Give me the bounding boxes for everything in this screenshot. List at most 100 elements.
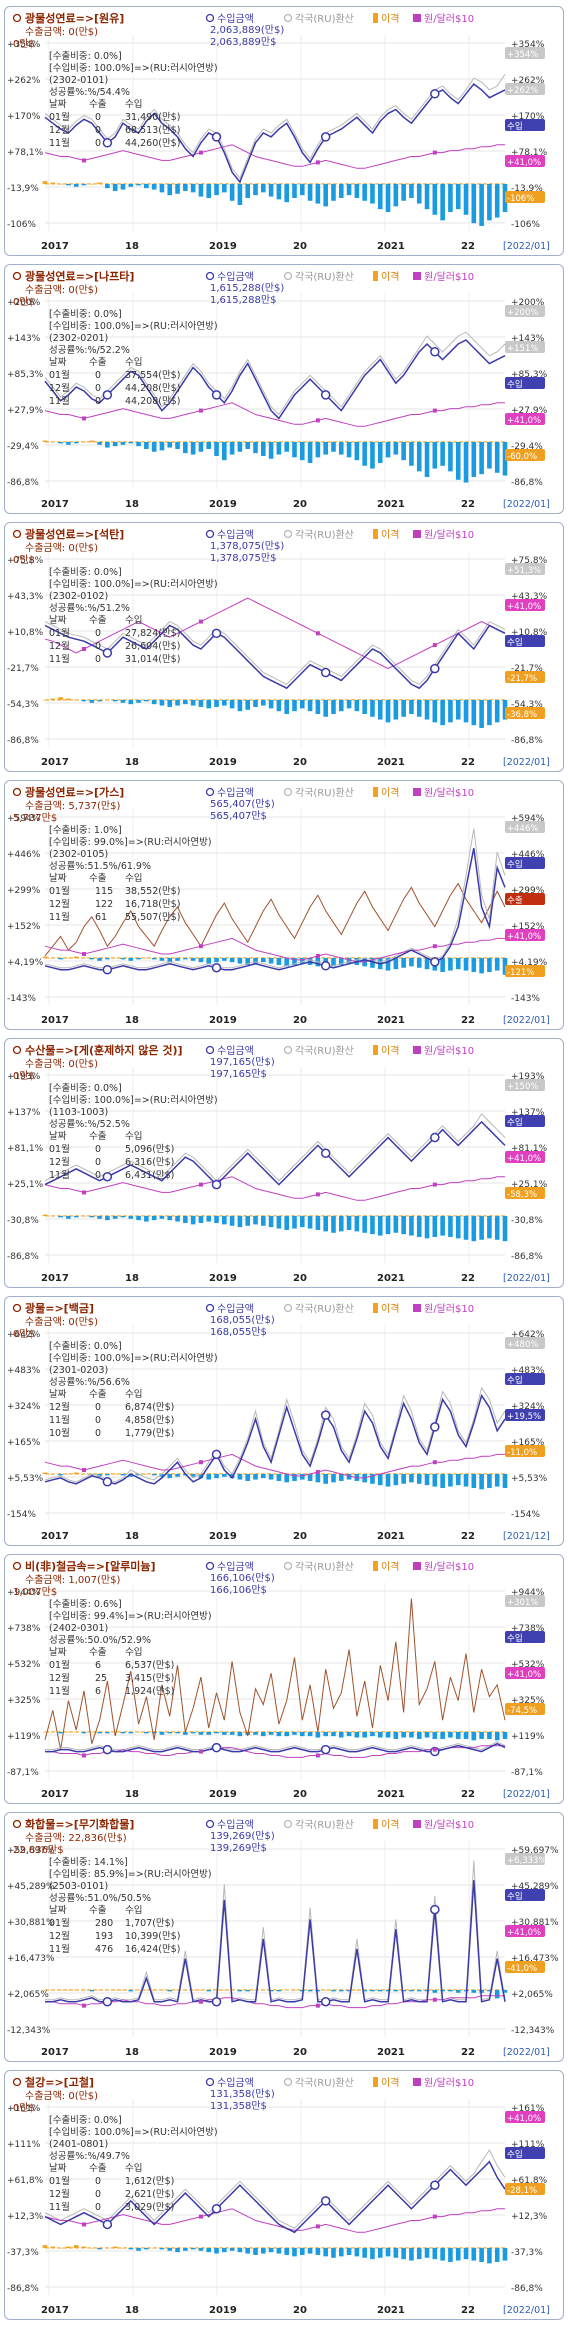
diff-bar	[362, 1731, 367, 1738]
diff-bar	[73, 441, 79, 444]
title-bullet-icon	[12, 1045, 22, 1055]
diff-bar	[401, 1473, 406, 1484]
diff-bar	[440, 957, 445, 972]
fx-line	[44, 144, 505, 169]
diff-bar	[268, 183, 274, 197]
value-badge	[505, 635, 545, 647]
table-header-cell: 수출	[89, 1131, 107, 1142]
diff-bar	[455, 1215, 461, 1239]
diff-bar	[183, 1731, 188, 1735]
fx-marker	[432, 1460, 437, 1465]
diff-bar	[214, 183, 219, 196]
value-badge	[505, 341, 545, 353]
diff-bar	[58, 1989, 63, 1991]
diff-bar	[440, 1731, 445, 1739]
value-badge	[505, 1889, 545, 1901]
diff-bar	[66, 1473, 71, 1475]
y-tick-label-left: +45,289%	[7, 1882, 55, 1892]
value-badge-label: 수입	[507, 1376, 523, 1386]
diff-bar	[502, 1731, 508, 1739]
diff-bar	[276, 699, 282, 712]
fx-line	[44, 597, 506, 670]
diff-bar	[385, 1215, 391, 1235]
diff-bar	[253, 1215, 258, 1225]
y-tick-label-right: +137%	[511, 1108, 545, 1118]
legend-ru-label: 각국(RU)환산	[295, 2077, 354, 2089]
table-cell: 0	[95, 1415, 101, 1426]
diff-bar	[377, 1473, 383, 1486]
info-line: [수입비중: 100.0%]=>(RU:러시아연방)	[49, 320, 218, 332]
diff-bar	[315, 1731, 321, 1738]
value-badge-label: +151%	[507, 344, 538, 354]
diff-bar	[245, 1473, 251, 1481]
export-value-short: 0만$	[13, 38, 35, 50]
legend-fx-label: 원/달러$10	[424, 1819, 474, 1831]
x-tick-label: 2017	[41, 1273, 69, 1284]
diff-bar	[58, 957, 63, 960]
diff-bar	[385, 1989, 391, 1992]
diff-bar	[346, 699, 352, 709]
value-badge	[505, 413, 545, 425]
diff-bar	[206, 2247, 212, 2253]
value-badge-label: -74,5%	[507, 1706, 537, 1716]
diff-bar	[370, 183, 375, 204]
fx-marker	[198, 619, 203, 624]
table-cell: 0	[95, 1428, 101, 1439]
value-badge-label: +354%	[507, 50, 538, 60]
diff-bar	[494, 2247, 500, 2262]
fx-marker	[432, 1182, 437, 1187]
y-tick-label-right: +944%	[511, 1588, 545, 1598]
diff-bar	[471, 1731, 477, 1741]
diff-bar	[214, 1215, 219, 1223]
diff-bar	[432, 183, 438, 215]
diff-bar	[362, 699, 367, 714]
y-tick-label-right: +200%	[511, 298, 545, 308]
info-line: [수출비중: 0.6%]	[49, 1599, 122, 1610]
diff-bar	[338, 1731, 344, 1738]
period-label: [2022/01]	[503, 499, 550, 510]
y-tick-label-right: +111%	[511, 2140, 545, 2150]
diff-bar	[463, 441, 469, 483]
diff-bar	[222, 1989, 227, 1991]
table-cell: 6,431(만$)	[125, 1170, 174, 1181]
diff-bar	[253, 1473, 258, 1480]
diff-bar	[206, 699, 212, 709]
y-tick-label-right: +738%	[511, 1624, 545, 1634]
value-badge	[505, 1631, 545, 1643]
y-tick-label-left: +4,19%	[7, 958, 44, 968]
diff-bar	[253, 1989, 258, 1991]
diff-bar	[105, 1473, 110, 1476]
diff-bar	[81, 957, 87, 959]
table-cell: 01월	[49, 369, 70, 381]
import-value-short: 168,055만$	[210, 1326, 267, 1338]
legend-fx-icon	[413, 1304, 421, 1312]
diff-bar	[479, 1731, 484, 1739]
y-tick-label-left: +12,3%	[7, 2212, 44, 2222]
diff-bar	[214, 1731, 219, 1734]
diff-bar	[323, 1215, 328, 1232]
diff-bar	[494, 1473, 500, 1487]
x-tick-label: 2017	[41, 1531, 69, 1542]
diff-bar	[268, 1215, 274, 1228]
value-badge-label: +41,0%	[507, 2114, 541, 2124]
legend-fx-icon	[413, 530, 421, 538]
diff-bar	[222, 1473, 227, 1477]
diff-bar	[50, 698, 56, 700]
x-tick-label: 2021	[377, 2047, 405, 2058]
diff-bar	[370, 1731, 375, 1737]
import-marker	[102, 1744, 113, 1755]
diff-bar	[424, 957, 430, 970]
y-tick-label-left: -29,4%	[7, 442, 39, 452]
diff-bar	[42, 1472, 48, 1474]
table-header-cell: 수출	[89, 873, 107, 884]
diff-bar	[222, 699, 227, 706]
diff-bar	[97, 957, 102, 961]
diff-bar	[151, 441, 157, 452]
y-tick-label-left: +59,697%	[7, 1846, 55, 1856]
diff-bar	[424, 183, 430, 210]
info-line: [수입비중: 99.4%]=>(RU:러시아연방)	[49, 1610, 212, 1622]
diff-bar	[120, 1731, 126, 1734]
import-marker	[102, 390, 113, 400]
table-cell: 11월	[49, 1169, 70, 1181]
diff-bar	[502, 957, 508, 975]
